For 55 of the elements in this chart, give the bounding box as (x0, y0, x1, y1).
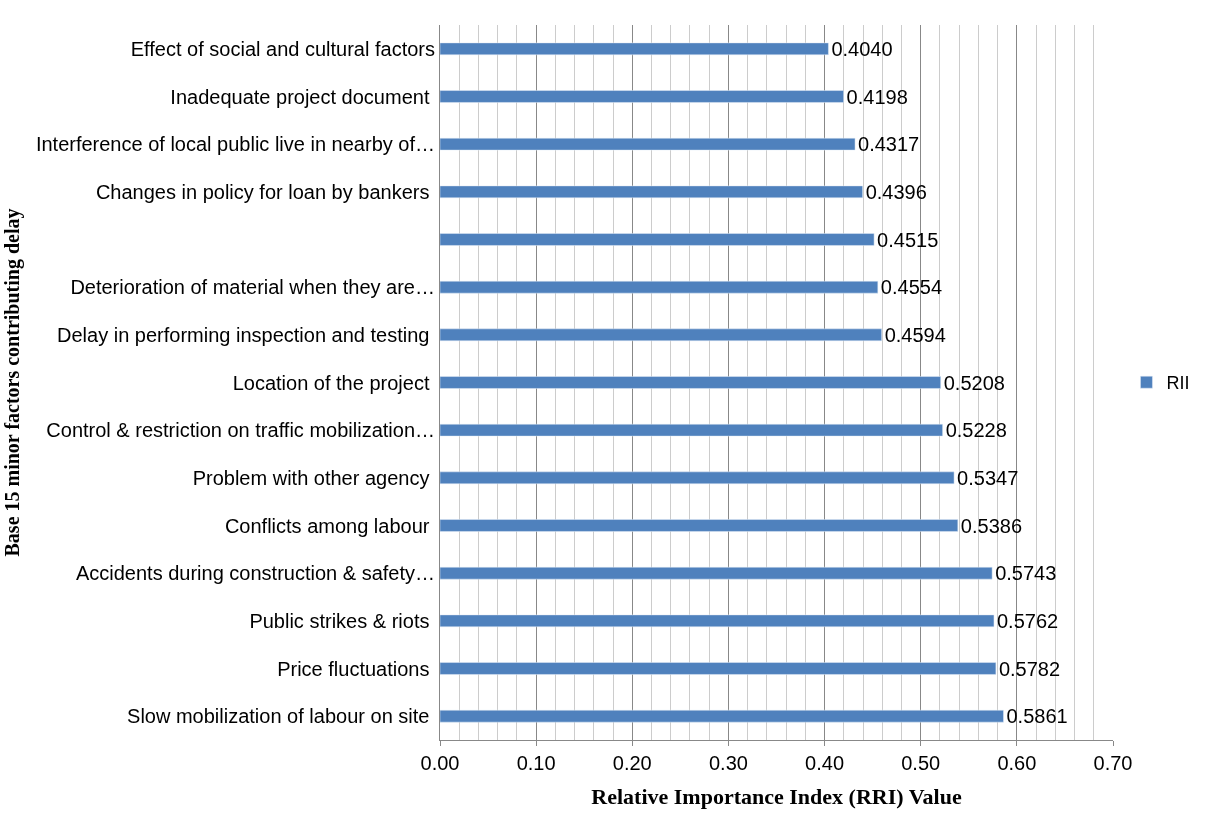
bar (440, 376, 941, 389)
y-tick-label: Accidents during construction & safety… (75, 562, 435, 585)
text: 0.4198 (846, 85, 908, 108)
x-tick-label: 0.50 (901, 752, 941, 774)
bar (440, 519, 959, 532)
legend-label: RII (1166, 373, 1190, 394)
y-tick-label: Inadequate project document (170, 85, 435, 108)
bar (440, 280, 879, 294)
bar (440, 471, 955, 485)
y-tick-label: Slow mobilization of labour on site (127, 705, 435, 728)
text: 0.4515 (877, 228, 939, 251)
text: 0.4317 (858, 133, 920, 156)
y-tick-label: Control & restriction on traffic mobilization… (46, 419, 435, 442)
bar (440, 328, 882, 342)
text: 0.5861 (1006, 705, 1068, 728)
text: 0.5228 (945, 419, 1007, 442)
text: 0.5762 (996, 609, 1059, 632)
y-tick-label: Conflicts among labour (224, 514, 435, 537)
text: 0.5347 (957, 466, 1019, 489)
bar (440, 662, 997, 675)
y-tick-label: Public strikes & riots (249, 609, 435, 632)
y-tick-label: Interference of local public live in nearby of… (35, 133, 435, 156)
text: 0.5743 (995, 562, 1057, 585)
x-tick-label: 0.40 (805, 752, 845, 774)
bar (440, 614, 995, 628)
y-tick-label: Problem with other agency (192, 466, 435, 489)
text: 0.5208 (943, 371, 1005, 394)
y-tick-label: Changes in policy for loan by bankers (95, 180, 435, 203)
y-tick-label: Effect of social and cultural factors (130, 37, 435, 60)
bar (440, 709, 1004, 723)
text: 0.5782 (998, 657, 1061, 680)
text: 0.4396 (865, 180, 927, 203)
text: 0.4594 (884, 323, 946, 346)
x-tick-label: 0.10 (516, 752, 556, 774)
x-tick-label: 0.20 (612, 752, 652, 774)
bar (440, 42, 829, 56)
x-tick-label: 0.00 (420, 752, 460, 774)
text: 0.5386 (960, 514, 1022, 537)
x-axis-title: Relative Importance Index (RRI) Value (591, 783, 962, 809)
bar (440, 566, 993, 580)
y-axis-title: Base 15 minor factors contributing delay (1, 208, 25, 557)
text: 0.4554 (880, 276, 942, 299)
y-tick-label: Location of the project (232, 371, 435, 394)
y-tick-label: Deterioration of material when they are… (70, 276, 435, 299)
x-tick-label: 0.30 (708, 752, 748, 774)
bar (440, 233, 875, 246)
bar (440, 185, 863, 199)
y-tick-label: Delay in performing inspection and testing (57, 323, 435, 346)
x-tick-label: 0.60 (997, 752, 1037, 774)
bar (440, 137, 856, 151)
y-tick-label: Price fluctuations (277, 657, 435, 680)
bar (440, 423, 943, 437)
bar (440, 90, 844, 103)
text: 0.4040 (831, 37, 893, 60)
x-tick-label: 0.70 (1093, 752, 1133, 774)
